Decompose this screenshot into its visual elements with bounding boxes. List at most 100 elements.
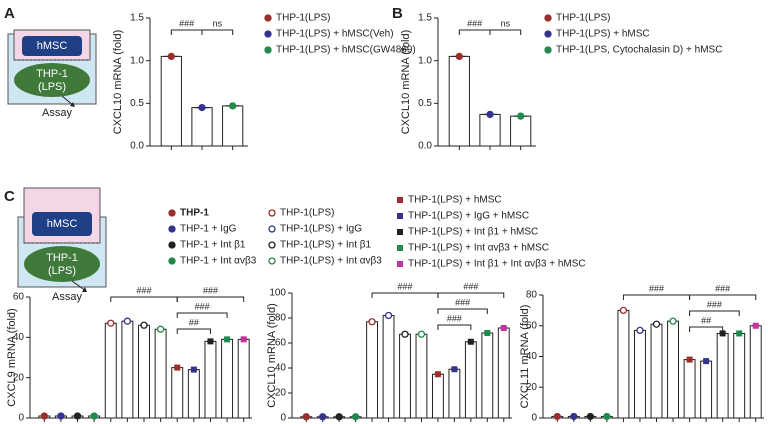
data-point [455, 52, 463, 61]
data-point [123, 317, 132, 325]
data-point [351, 413, 360, 421]
data-point [207, 338, 214, 345]
bracket [622, 294, 691, 300]
legend-label: THP-1(LPS, Cytochalasin D) + hMSC [556, 45, 722, 56]
legend-label: THP-1(LPS) + hMSC(Veh) [276, 29, 394, 40]
bar [171, 367, 184, 419]
y-tick-label: 1.5 [418, 13, 432, 24]
data-point [417, 330, 426, 338]
bar [138, 324, 150, 419]
y-tick-label: 80 [526, 290, 538, 301]
annotation: ### [136, 285, 151, 295]
data-point [224, 336, 231, 343]
legend-label: THP-1(LPS) + Int β1 + Int αvβ3 + hMSC [408, 259, 586, 270]
legend-marker [168, 209, 176, 217]
legend-marker [544, 30, 552, 38]
legend-label: THP-1(LPS) + IgG [280, 224, 362, 235]
annotation: ### [203, 285, 218, 295]
legend-marker [168, 225, 176, 233]
bar [187, 369, 200, 419]
bracket [437, 324, 472, 330]
thp1-cell [24, 246, 100, 282]
data-point [40, 412, 48, 420]
data-point [467, 338, 474, 345]
legend-label: THP-1(LPS) + Int β1 [280, 240, 371, 251]
data-point [335, 413, 343, 421]
bar [464, 341, 477, 419]
data-point [719, 330, 726, 337]
y-tick-label: 20 [275, 388, 287, 399]
data-point [736, 330, 743, 337]
diagram-text: (LPS) [48, 265, 76, 277]
bracket [489, 29, 522, 35]
data-point [190, 366, 197, 373]
panel-label: B [392, 5, 403, 22]
bar [481, 332, 494, 419]
bar [650, 323, 663, 419]
y-tick-label: 20 [526, 382, 538, 393]
legend-marker [168, 241, 176, 249]
diagram-text: hMSC [47, 218, 78, 230]
annotation: ### [455, 297, 470, 307]
panel-label: A [4, 5, 15, 22]
y-axis-label: CXCL9 mRNA (fold) [6, 308, 18, 406]
data-point [484, 330, 491, 336]
annotation: ### [397, 281, 412, 291]
legend-marker [268, 257, 276, 265]
annotation: ns [501, 18, 511, 28]
y-axis-label: CXCL10 mRNA (fold) [266, 303, 278, 408]
data-point [229, 102, 237, 110]
bracket [170, 29, 203, 35]
data-point [368, 318, 376, 326]
legend-label: THP-1(LPS) + Int αvβ3 [280, 256, 382, 267]
legend-label: THP-1(LPS) + Int β1 + hMSC [408, 227, 538, 238]
bracket [689, 294, 757, 300]
y-tick-label: 60 [13, 292, 25, 303]
bracket [201, 29, 234, 35]
bar [382, 315, 395, 419]
data-point [401, 330, 409, 338]
bar [221, 338, 234, 419]
annotation: ### [447, 313, 462, 323]
bar [191, 107, 213, 147]
diagram-text: Assay [52, 291, 82, 303]
data-point [703, 358, 710, 365]
diagram-a: hMSC THP-1 (LPS) Assay [7, 29, 97, 119]
y-tick-label: 60 [275, 338, 287, 349]
y-tick-label: 0.0 [130, 141, 144, 152]
data-point [319, 413, 327, 421]
bracket [689, 310, 740, 316]
legend-marker [397, 197, 403, 203]
legend-label: THP-1(LPS) + IgG + hMSC [408, 211, 529, 222]
legend-marker [397, 245, 403, 251]
data-point [451, 366, 458, 373]
annotation: ## [701, 315, 711, 325]
thp1-cell [14, 63, 90, 97]
legend-label: THP-1 + IgG [180, 224, 237, 235]
bracket [437, 308, 488, 314]
data-point [603, 412, 611, 421]
y-tick-label: 0.5 [130, 98, 144, 109]
bar [104, 322, 117, 419]
y-tick-label: 80 [275, 313, 287, 324]
annotation: ### [707, 299, 722, 309]
bar [222, 105, 244, 147]
legend-marker [544, 14, 552, 22]
panel-label: C [4, 188, 15, 205]
bar [121, 320, 134, 419]
data-point [90, 412, 98, 420]
legend-marker [397, 229, 403, 235]
data-point [686, 356, 693, 363]
data-point [107, 319, 115, 327]
bar [683, 359, 696, 419]
annotation: ## [189, 317, 199, 327]
legend-label: THP-1 [180, 208, 209, 219]
data-point [652, 320, 661, 328]
legend-label: THP-1(LPS) [556, 13, 610, 24]
bar [479, 113, 501, 147]
bar [510, 115, 532, 147]
y-tick-label: 20 [13, 372, 25, 383]
bar [617, 309, 630, 419]
bar [431, 373, 444, 419]
